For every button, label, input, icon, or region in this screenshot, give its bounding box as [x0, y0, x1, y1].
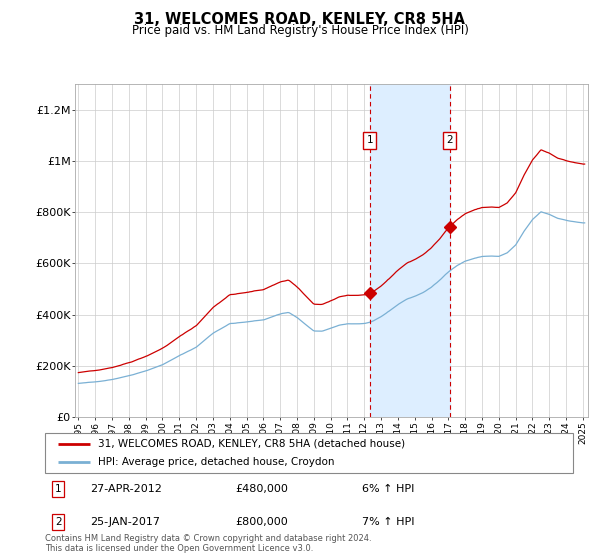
- Bar: [370, 84, 449, 417]
- Text: 1: 1: [367, 136, 373, 146]
- Text: 1: 1: [55, 484, 62, 494]
- Text: 2: 2: [55, 517, 62, 527]
- Text: £800,000: £800,000: [235, 517, 288, 527]
- Text: 25-JAN-2017: 25-JAN-2017: [90, 517, 160, 527]
- Text: 31, WELCOMES ROAD, KENLEY, CR8 5HA: 31, WELCOMES ROAD, KENLEY, CR8 5HA: [134, 12, 466, 27]
- Text: 31, WELCOMES ROAD, KENLEY, CR8 5HA (detached house): 31, WELCOMES ROAD, KENLEY, CR8 5HA (deta…: [98, 439, 405, 449]
- Text: £480,000: £480,000: [235, 484, 288, 494]
- Text: 7% ↑ HPI: 7% ↑ HPI: [362, 517, 415, 527]
- Text: HPI: Average price, detached house, Croydon: HPI: Average price, detached house, Croy…: [98, 458, 334, 467]
- Text: Price paid vs. HM Land Registry's House Price Index (HPI): Price paid vs. HM Land Registry's House …: [131, 24, 469, 37]
- Text: 27-APR-2012: 27-APR-2012: [90, 484, 162, 494]
- Text: Contains HM Land Registry data © Crown copyright and database right 2024.
This d: Contains HM Land Registry data © Crown c…: [45, 534, 371, 553]
- Text: 6% ↑ HPI: 6% ↑ HPI: [362, 484, 414, 494]
- Text: 2: 2: [446, 136, 453, 146]
